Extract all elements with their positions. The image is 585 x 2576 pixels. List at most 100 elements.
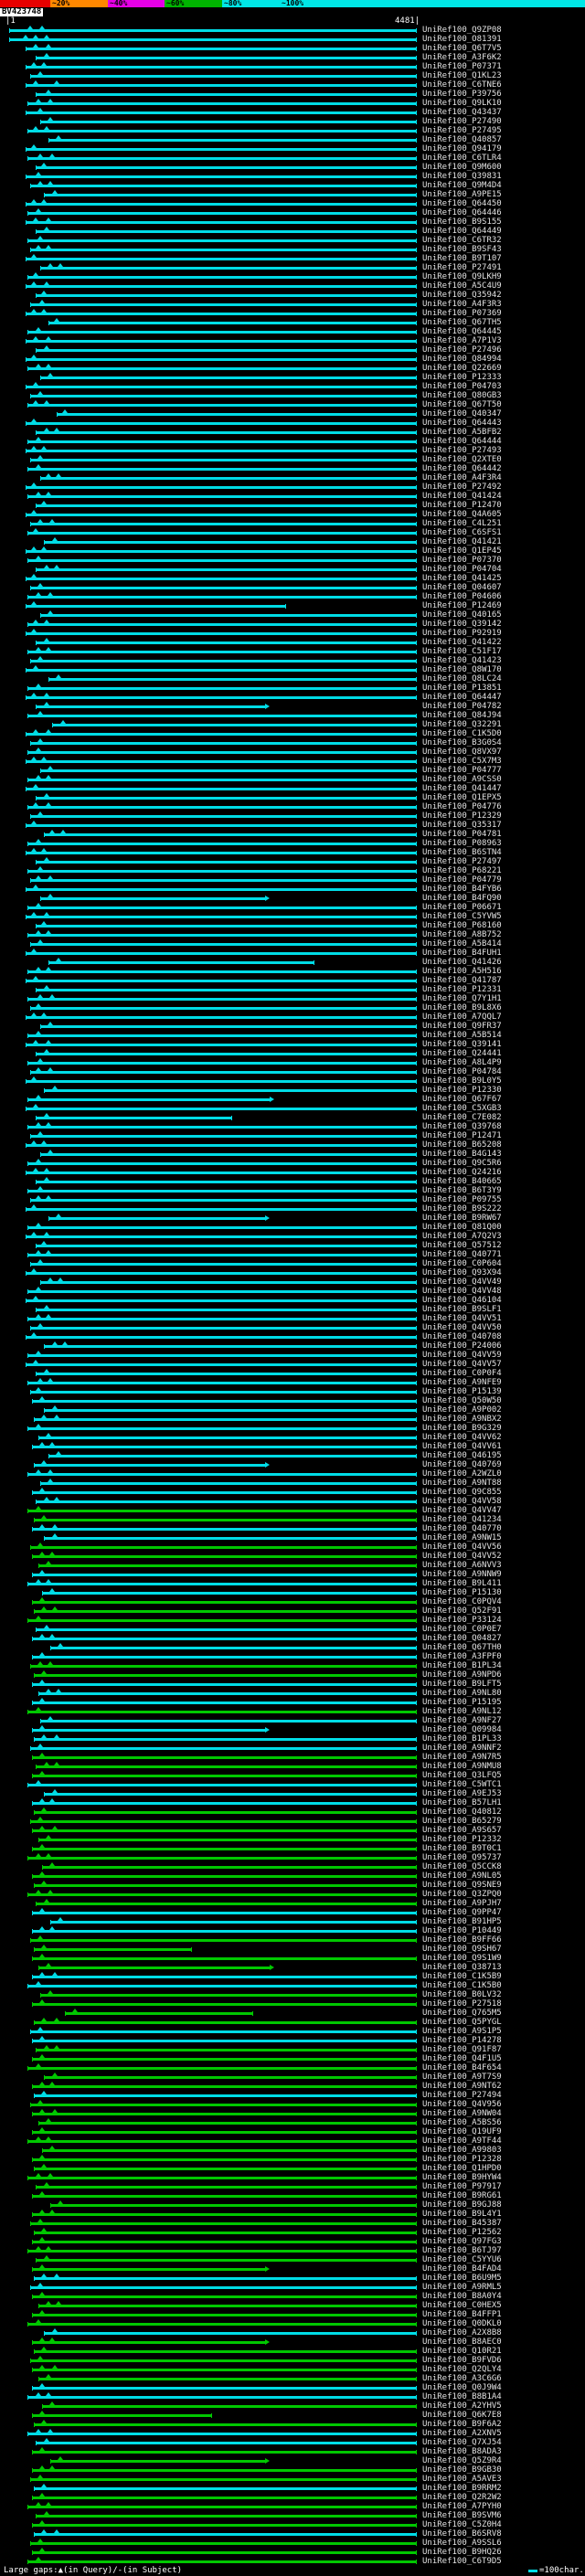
hit-label[interactable]: UniRef100_B4FYB6	[422, 885, 502, 894]
alignment-bar[interactable]	[26, 632, 417, 635]
hit-label[interactable]: UniRef100_C4L251	[422, 519, 502, 528]
hit-label[interactable]: UniRef100_B9L0Y5	[422, 1076, 502, 1086]
hit-label[interactable]: UniRef100_Q41426	[422, 958, 502, 967]
hit-label[interactable]: UniRef100_Q35942	[422, 291, 502, 300]
alignment-bar[interactable]	[26, 340, 417, 343]
alignment-bar[interactable]	[31, 2469, 417, 2472]
alignment-bar[interactable]	[36, 568, 417, 571]
alignment-bar[interactable]	[31, 1491, 417, 1494]
hit-label[interactable]: UniRef100_B6T3Y9	[422, 1186, 502, 1195]
alignment-bar[interactable]	[44, 1345, 417, 1348]
alignment-bar[interactable]	[48, 322, 417, 324]
hit-label[interactable]: UniRef100_P12332	[422, 1835, 502, 1844]
alignment-bar[interactable]	[37, 1966, 270, 1969]
hit-label[interactable]: UniRef100_P04779	[422, 875, 502, 885]
hit-label[interactable]: UniRef100_Q4V956	[422, 2100, 502, 2109]
alignment-bar[interactable]	[27, 806, 417, 809]
alignment-bar[interactable]	[39, 121, 417, 123]
alignment-bar[interactable]	[44, 1409, 417, 1412]
alignment-bar[interactable]	[34, 1738, 417, 1741]
alignment-bar[interactable]	[31, 2268, 266, 2271]
hit-label[interactable]: UniRef100_Q9ZP08	[422, 26, 502, 35]
hit-label[interactable]: UniRef100_A5BFB2	[422, 428, 502, 437]
alignment-bar[interactable]	[44, 541, 417, 544]
hit-label[interactable]: UniRef100_P04776	[422, 802, 502, 811]
hit-label[interactable]: UniRef100_Q40708	[422, 1332, 502, 1341]
hit-label[interactable]: UniRef100_C5WTC1	[422, 1780, 502, 1789]
hit-label[interactable]: UniRef100_A9NF27	[422, 1716, 502, 1725]
hit-label[interactable]: UniRef100_P24006	[422, 1341, 502, 1351]
alignment-bar[interactable]	[36, 1309, 417, 1311]
hit-label[interactable]: UniRef100_Q24216	[422, 1168, 502, 1177]
alignment-bar[interactable]	[44, 2332, 417, 2335]
alignment-bar[interactable]	[27, 1226, 417, 1229]
alignment-bar[interactable]	[39, 1281, 417, 1284]
hit-label[interactable]: UniRef100_Q84J94	[422, 711, 502, 720]
alignment-bar[interactable]	[36, 1903, 417, 1905]
alignment-bar[interactable]	[27, 331, 417, 334]
alignment-bar[interactable]	[37, 1564, 417, 1567]
alignment-bar[interactable]	[50, 2204, 417, 2207]
hit-label[interactable]: UniRef100_Q9M600	[422, 163, 502, 172]
hit-label[interactable]: UniRef100_B8AEC0	[422, 2337, 502, 2347]
alignment-bar[interactable]	[31, 2158, 417, 2161]
alignment-bar[interactable]	[26, 1171, 417, 1174]
hit-label[interactable]: UniRef100_Q2XTE0	[422, 455, 502, 464]
hit-label[interactable]: UniRef100_A7PYH0	[422, 2502, 502, 2511]
hit-label[interactable]: UniRef100_B9FVD6	[422, 2356, 502, 2365]
alignment-bar[interactable]	[26, 1144, 417, 1147]
hit-label[interactable]: UniRef100_B9S155	[422, 217, 502, 227]
hit-label[interactable]: UniRef100_C6TNE6	[422, 80, 502, 90]
hit-label[interactable]: UniRef100_A9S657	[422, 1826, 502, 1835]
alignment-bar[interactable]	[27, 870, 417, 873]
hit-label[interactable]: UniRef100_A5B414	[422, 939, 502, 949]
alignment-bar[interactable]	[26, 1272, 417, 1275]
hit-label[interactable]: UniRef100_P27497	[422, 857, 502, 866]
alignment-bar[interactable]	[26, 733, 417, 736]
alignment-bar[interactable]	[31, 2003, 417, 2006]
alignment-bar[interactable]	[29, 75, 417, 78]
alignment-bar[interactable]	[39, 1153, 417, 1156]
hit-label[interactable]: UniRef100_Q4VV57	[422, 1360, 502, 1369]
alignment-bar[interactable]	[27, 2433, 417, 2435]
hit-label[interactable]: UniRef100_A9NNW9	[422, 1570, 502, 1579]
hit-label[interactable]: UniRef100_P27518	[422, 1999, 502, 2009]
alignment-bar[interactable]	[29, 1199, 417, 1202]
alignment-bar[interactable]	[29, 459, 417, 461]
hit-label[interactable]: UniRef100_Q64445	[422, 327, 502, 336]
hit-label[interactable]: UniRef100_B9GB30	[422, 2465, 502, 2475]
alignment-bar[interactable]	[27, 1190, 417, 1193]
alignment-bar[interactable]	[29, 2222, 417, 2225]
alignment-bar[interactable]	[29, 303, 417, 306]
hit-label[interactable]: UniRef100_B9G329	[422, 1424, 502, 1433]
hit-label[interactable]: UniRef100_Q4VV56	[422, 1542, 502, 1552]
alignment-bar[interactable]	[29, 2286, 417, 2289]
hit-label[interactable]: UniRef100_A9NNF2	[422, 1744, 502, 1753]
hit-label[interactable]: UniRef100_Q64447	[422, 693, 502, 702]
alignment-bar[interactable]	[64, 2012, 253, 2015]
alignment-bar[interactable]	[27, 102, 417, 105]
hit-label[interactable]: UniRef100_A4F3R4	[422, 473, 502, 482]
hit-label[interactable]: UniRef100_P04782	[422, 702, 502, 711]
hit-label[interactable]: UniRef100_Q9FR37	[422, 1022, 502, 1031]
hit-label[interactable]: UniRef100_C6TR32	[422, 236, 502, 245]
alignment-bar[interactable]	[26, 1044, 417, 1046]
alignment-bar[interactable]	[36, 349, 417, 352]
alignment-bar[interactable]	[42, 2149, 417, 2152]
alignment-bar[interactable]	[27, 843, 417, 845]
hit-label[interactable]: UniRef100_Q97FG3	[422, 2237, 502, 2246]
alignment-bar[interactable]	[50, 1647, 417, 1649]
alignment-bar[interactable]	[27, 495, 417, 498]
alignment-bar[interactable]	[36, 1628, 417, 1631]
alignment-bar[interactable]	[39, 1994, 417, 1997]
alignment-bar[interactable]	[27, 1034, 417, 1037]
alignment-bar[interactable]	[29, 1820, 417, 1823]
hit-label[interactable]: UniRef100_Q64443	[422, 419, 502, 428]
hit-label[interactable]: UniRef100_Q8W170	[422, 665, 502, 674]
alignment-bar[interactable]	[26, 952, 417, 955]
hit-label[interactable]: UniRef100_C0PQV4	[422, 1597, 502, 1606]
hit-label[interactable]: UniRef100_Q8VX97	[422, 747, 502, 757]
hit-label[interactable]: UniRef100_C6TLR4	[422, 154, 502, 163]
alignment-bar[interactable]	[26, 386, 417, 388]
hit-label[interactable]: UniRef100_Q24441	[422, 1049, 502, 1058]
